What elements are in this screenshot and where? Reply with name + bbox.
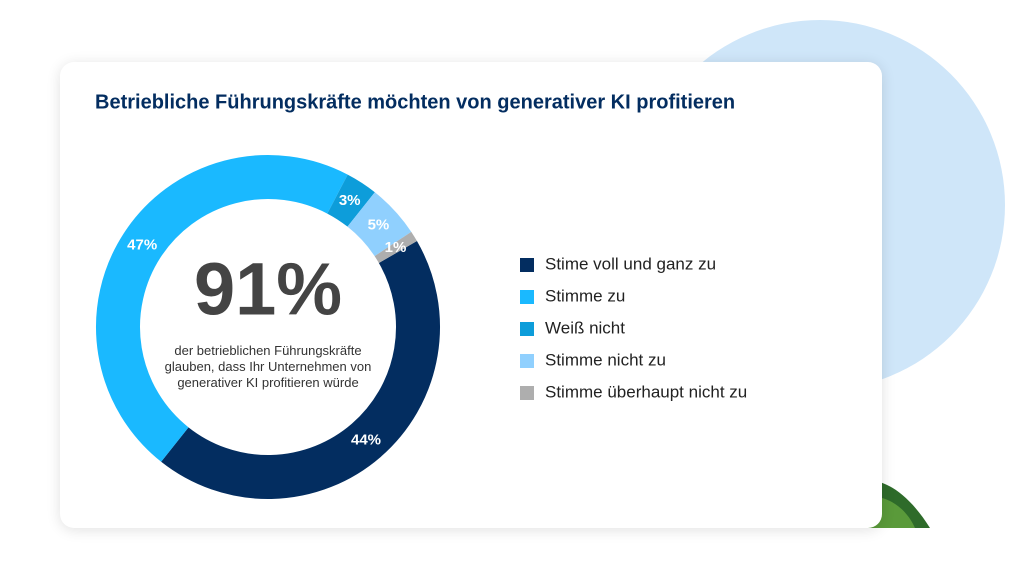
donut-segment (161, 241, 440, 499)
value-label: 5% (368, 216, 390, 233)
value-label: 1% (385, 239, 407, 256)
legend-label: Stime voll und ganz zu (545, 254, 716, 273)
legend-label: Weiß nicht (545, 318, 625, 337)
legend-label: Stimme nicht zu (545, 350, 666, 369)
donut-segment (347, 192, 412, 257)
donut-segment (326, 174, 375, 227)
legend-label: Stimme überhaupt nicht zu (545, 382, 747, 401)
chart-title: Betriebliche Führungskräfte möchten von … (95, 91, 735, 113)
value-label: 44% (351, 432, 381, 449)
legend-swatch (520, 322, 534, 336)
legend-label: Stimme zu (545, 286, 625, 305)
legend-swatch (520, 354, 534, 368)
legend-swatch (520, 290, 534, 304)
center-text: der betrieblichen Führungskräfte glauben… (164, 343, 372, 390)
legend-swatch (520, 258, 534, 272)
legend-swatch (520, 386, 534, 400)
donut-segment (96, 155, 348, 462)
value-label: 47% (127, 236, 157, 253)
value-label: 3% (339, 192, 361, 209)
center-value: 91% (194, 248, 342, 331)
donut-segment (374, 231, 417, 264)
